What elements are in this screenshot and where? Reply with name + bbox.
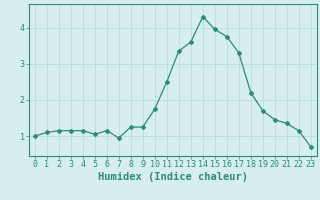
X-axis label: Humidex (Indice chaleur): Humidex (Indice chaleur) — [98, 172, 248, 182]
